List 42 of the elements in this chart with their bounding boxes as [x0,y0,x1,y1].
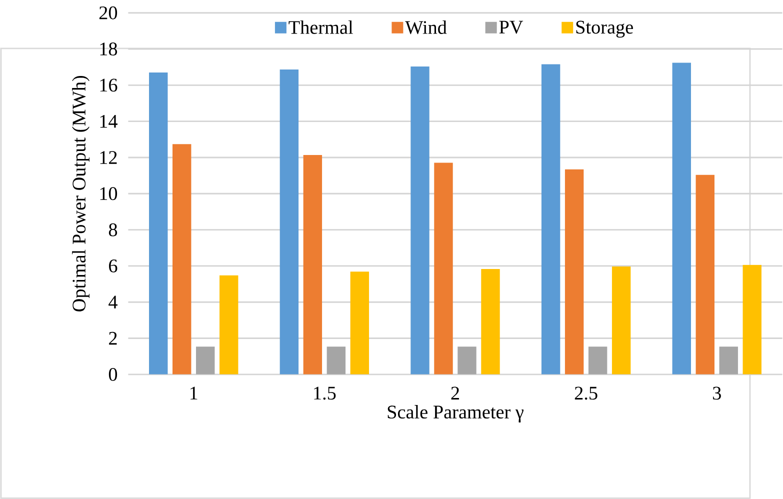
y-tick-label: 14 [100,114,118,128]
bar [220,275,238,374]
bar [458,346,476,374]
bar [196,346,215,374]
bar [303,154,322,374]
y-tick-label: 0 [108,368,118,381]
bar [149,72,168,374]
bar [434,162,453,374]
legend-label: Wind [405,20,447,34]
legend-label: Thermal [288,20,353,34]
bar [696,174,714,374]
bar [410,66,430,374]
bar [742,264,762,374]
legend-label: Storage [576,20,633,38]
y-tick-label: 4 [108,296,118,308]
x-tick-label: 1.5 [314,386,336,400]
y-tick-label: 6 [109,259,118,272]
x-axis-title: Scale Parameter γ [388,404,524,422]
bar [672,62,691,374]
bar [481,268,500,374]
x-tick-label: 1 [190,386,198,400]
y-tick-label: 2 [109,332,117,345]
bar [326,346,346,374]
x-tick-label: 3 [712,386,721,400]
y-tick-label: 10 [100,187,118,200]
y-tick-label: 8 [108,223,118,236]
bar [564,169,584,374]
bar [719,346,738,374]
y-tick-label: 18 [100,42,118,56]
x-tick-label: 2.5 [574,386,598,400]
x-tick-label: 2 [451,386,459,400]
bar [588,346,608,374]
bar [172,144,192,374]
bar [541,64,560,374]
bar [280,69,299,374]
bar [612,266,631,374]
legend-label: PV [499,20,524,34]
y-axis-title: Optimal Power Output (MWh) [72,76,90,312]
y-tick-label: 16 [100,78,118,92]
y-tick-label: 12 [100,151,117,164]
y-tick-label: 20 [99,6,118,20]
bar [350,271,370,374]
